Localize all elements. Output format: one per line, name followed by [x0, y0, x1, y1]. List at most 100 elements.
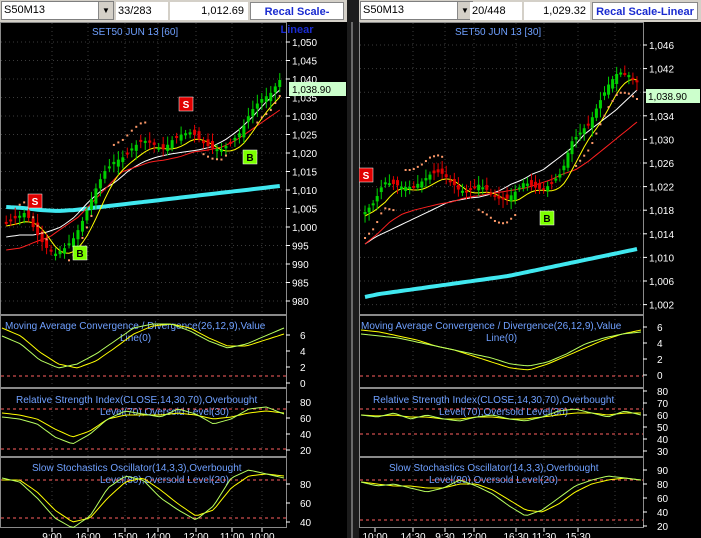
sar-dot — [595, 132, 598, 135]
sar-dot — [388, 208, 391, 211]
sar-dot — [424, 160, 427, 163]
rsi-signal-line — [1, 410, 285, 438]
stoch-tick-label: 20 — [657, 522, 669, 533]
splitter-handle[interactable] — [351, 22, 353, 538]
candle-body — [546, 186, 550, 192]
candle-body — [400, 186, 404, 190]
candle-body — [72, 238, 75, 248]
recal-scale-button-right[interactable]: Recal Scale-Linear — [592, 2, 698, 20]
sar-dot — [514, 214, 517, 217]
candle-body — [98, 179, 102, 189]
sar-dot — [635, 98, 638, 100]
current-price-left: 1,012.69 — [170, 2, 248, 20]
sar-dot — [41, 232, 44, 235]
sar-dot — [256, 121, 259, 124]
sar-dot — [412, 168, 415, 171]
time-tick-label: 9:30 — [435, 532, 455, 538]
stoch-tick-label: 90 — [657, 466, 669, 477]
chart-canvas-left[interactable]: SET50 JUN 13 [60] 1,0501,0451,0401,0351,… — [0, 22, 347, 538]
macd-tick-label: 6 — [657, 323, 663, 334]
candle-body — [631, 77, 635, 80]
candle-body — [598, 100, 602, 109]
candle-body — [521, 183, 525, 189]
symbol-select-left[interactable]: S50M13 ▼ — [1, 1, 114, 20]
candle-body — [224, 146, 228, 149]
rsi-title-right: Relative Strength Index(CLOSE,14,30,70),… — [373, 395, 614, 406]
rsi-value-line — [360, 408, 642, 422]
time-tick-label: 10:00 — [249, 532, 274, 538]
candle-body — [590, 117, 594, 128]
candle-body — [432, 170, 436, 174]
rsi-title-left: Relative Strength Index(CLOSE,14,30,70),… — [16, 395, 257, 406]
signal-label: B — [246, 153, 253, 164]
candle-body — [469, 188, 473, 191]
stoch-tick-label: 60 — [300, 499, 312, 510]
sar-dot — [623, 91, 626, 94]
candle-body — [444, 174, 448, 178]
candle-body — [627, 75, 631, 78]
rsi-pane-left: Relative Strength Index(CLOSE,14,30,70),… — [0, 388, 312, 457]
macd-tick-label: 0 — [657, 371, 663, 382]
time-tick-label: 10:00 — [362, 532, 387, 538]
candle-body — [477, 184, 481, 191]
price-tick-label: 1,050 — [292, 38, 317, 49]
ma-mid-line — [364, 89, 638, 245]
sar-dot — [611, 99, 614, 102]
macd-tick-label: 2 — [657, 355, 663, 366]
candle-body — [4, 221, 8, 224]
symbol-value-right: S50M13 — [363, 4, 404, 16]
price-tick-label: 1,026 — [649, 159, 674, 170]
macd-tick-label: 4 — [657, 339, 663, 350]
sar-dot — [481, 211, 484, 214]
time-tick-label: 16:30 — [503, 532, 528, 538]
candle-body — [31, 218, 35, 228]
ma-fast-line — [6, 96, 281, 254]
sar-dot — [121, 138, 124, 141]
candle-body — [36, 222, 40, 236]
price-pane-left: SET50 JUN 13 [60] 1,0501,0451,0401,0351,… — [0, 22, 346, 527]
dropdown-arrow-icon[interactable]: ▼ — [457, 2, 472, 19]
panel-divider[interactable] — [347, 0, 359, 538]
dropdown-arrow-icon[interactable]: ▼ — [98, 2, 113, 19]
candle-body — [420, 181, 424, 188]
sar-dot — [220, 158, 223, 161]
candle-body — [27, 210, 31, 218]
price-tick-label: 1,010 — [649, 253, 674, 264]
candle-body — [586, 123, 590, 126]
macd-tick-label: 0 — [300, 379, 306, 390]
macd-pane-right: Moving Average Convergence / Divergence(… — [359, 315, 663, 388]
sar-dot — [112, 143, 115, 146]
rsi-tick-label: 70 — [657, 399, 669, 410]
sar-dot — [368, 232, 371, 235]
sar-dot — [627, 92, 630, 95]
chart-title-left: SET50 JUN 13 [60] — [92, 27, 178, 38]
ma-long-line — [6, 184, 281, 213]
chart-panel-left: S50M13 ▼ 33/283 1,012.69 Recal Scale-Lin… — [0, 0, 347, 538]
chart-canvas-right[interactable]: SET50 JUN 13 [30] 1,0461,0421,0381,0341,… — [359, 22, 701, 538]
candle-body — [233, 137, 237, 141]
sar-dot — [81, 236, 84, 239]
candle-body — [387, 183, 391, 186]
sar-dot — [404, 169, 407, 171]
candle-body — [448, 180, 452, 183]
candle-body — [85, 210, 89, 221]
sar-dot — [117, 141, 120, 144]
recal-scale-button-left[interactable]: Recal Scale-Linear — [250, 2, 344, 36]
signal-label: S — [32, 197, 39, 208]
sar-dot — [599, 123, 602, 126]
candle-body — [9, 219, 13, 222]
signal-label: B — [76, 249, 83, 260]
signal-box — [72, 245, 88, 261]
candle-body — [94, 188, 98, 204]
sar-dot — [416, 165, 419, 168]
symbol-select-right[interactable]: S50M13 ▼ — [360, 1, 473, 20]
candle-body — [103, 171, 107, 179]
price-tick-label: 1,015 — [292, 168, 317, 179]
candle-body — [570, 141, 574, 155]
sar-dot — [506, 221, 509, 224]
sar-dot — [428, 156, 431, 159]
sell-signal-marker: S — [359, 167, 374, 183]
candle-body — [558, 174, 562, 178]
stoch-value-line — [360, 475, 642, 516]
candle-body — [125, 152, 129, 155]
